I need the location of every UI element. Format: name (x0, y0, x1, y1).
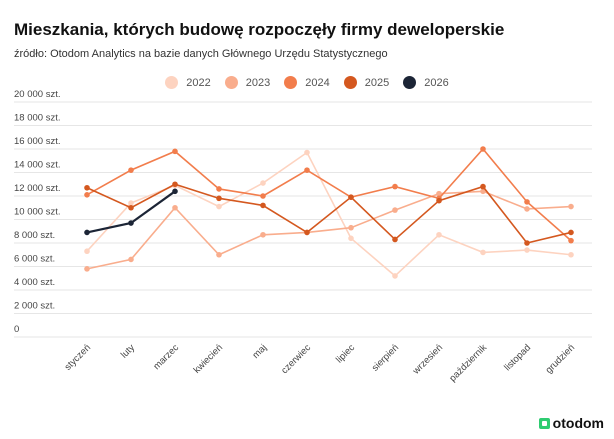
data-point-2023 (172, 204, 178, 211)
data-point-2025 (172, 181, 178, 188)
x-tick-label: lipiec (334, 342, 357, 365)
data-point-2025 (128, 204, 134, 211)
data-point-2026 (84, 229, 90, 236)
y-tick-label: 14 000 szt. (14, 160, 60, 171)
x-tick-label: listopad (502, 342, 533, 373)
data-point-2022 (260, 180, 266, 186)
legend: 2022 2023 2024 2025 2026 (0, 76, 614, 89)
data-point-2023 (392, 207, 398, 213)
data-point-2022 (480, 249, 486, 256)
y-tick-label: 6 000 szt. (14, 254, 55, 265)
data-point-2023 (84, 266, 90, 272)
legend-marker-icon (343, 76, 357, 89)
otodom-logo-icon (538, 417, 550, 429)
data-point-2024 (392, 183, 398, 190)
legend-label: 2022 (186, 76, 211, 89)
x-tick-label: grudzień (544, 342, 578, 376)
line-chart: 0 2 000 szt. 4 000 szt. 6 000 szt. 8 000 szt… (14, 89, 592, 384)
data-point-2025 (480, 183, 486, 190)
data-point-2025 (348, 194, 354, 200)
data-point-2022 (128, 200, 134, 206)
legend-marker-icon (224, 76, 238, 89)
data-point-2026 (172, 188, 178, 195)
data-point-2025 (304, 229, 310, 236)
data-point-2022 (568, 251, 574, 258)
y-tick-label: 16 000 szt. (14, 136, 60, 147)
legend-marker-icon (165, 76, 179, 89)
data-point-2025 (84, 184, 90, 191)
x-tick-label: sierpień (370, 342, 401, 373)
data-point-2025 (260, 202, 266, 209)
data-point-2024 (304, 167, 310, 173)
legend-label: 2025 (364, 76, 390, 89)
data-point-2022 (436, 231, 442, 238)
data-point-2022 (392, 273, 398, 279)
y-tick-label: 8 000 szt. (14, 230, 55, 241)
data-point-2022 (348, 235, 354, 242)
y-tick-label: 12 000 szt. (14, 183, 60, 194)
data-point-2026 (128, 220, 134, 226)
y-tick-label: 2 000 szt. (14, 301, 55, 312)
data-point-2023 (524, 206, 530, 212)
data-point-2025 (524, 240, 530, 246)
data-point-2024 (172, 148, 178, 155)
data-point-2024 (84, 192, 90, 198)
chart-title: Mieszkania, których budowę rozpoczęły fi… (14, 20, 505, 39)
logo-text: otodom (552, 415, 604, 431)
series-line-2024 (86, 147, 572, 242)
x-tick-label: luty (119, 342, 137, 360)
data-point-2025 (436, 197, 442, 204)
series-line-2026 (86, 190, 176, 234)
data-point-2025 (216, 195, 222, 202)
legend-item-2025: 2025 (343, 76, 390, 89)
data-point-2024 (524, 199, 530, 205)
x-tick-label: wrzesień (410, 342, 445, 377)
legend-marker-icon (284, 76, 298, 89)
x-tick-label: styczeń (63, 342, 94, 373)
series-line-2023 (86, 190, 572, 270)
legend-label: 2023 (245, 76, 271, 89)
x-tick-label: październik (447, 342, 489, 384)
data-point-2024 (568, 237, 574, 244)
data-point-2022 (304, 149, 310, 156)
data-point-2023 (436, 190, 442, 197)
data-point-2024 (128, 167, 134, 173)
data-point-2022 (84, 248, 90, 255)
legend-item-2022: 2022 (165, 76, 211, 89)
data-point-2024 (216, 186, 222, 192)
data-point-2022 (216, 203, 222, 210)
data-point-2023 (216, 251, 222, 258)
y-tick-label: 18 000 szt. (14, 113, 60, 124)
legend-marker-icon (403, 76, 417, 89)
y-tick-label: 20 000 szt. (14, 89, 60, 100)
x-tick-label: marzec (151, 342, 181, 372)
x-tick-label: czerwiec (279, 342, 313, 376)
series-line-2025 (86, 183, 572, 244)
data-point-2024 (480, 146, 486, 152)
legend-label: 2024 (305, 76, 330, 89)
x-tick-label: kwiecień (192, 342, 226, 376)
data-point-2025 (392, 236, 398, 243)
data-point-2022 (524, 247, 530, 253)
data-point-2023 (260, 231, 266, 238)
x-tick-label: maj (251, 342, 270, 361)
otodom-logo: otodom (538, 415, 604, 431)
data-point-2024 (260, 193, 266, 199)
y-tick-label: 4 000 szt. (14, 277, 55, 288)
y-tick-label: 10 000 szt. (14, 207, 60, 218)
y-tick-label: 0 (14, 324, 19, 335)
legend-item-2024: 2024 (284, 76, 330, 89)
legend-item-2026: 2026 (403, 76, 449, 89)
data-point-2023 (128, 256, 134, 263)
data-point-2023 (480, 188, 486, 195)
legend-label: 2026 (424, 76, 449, 89)
data-point-2025 (568, 229, 574, 236)
chart-source: źródło: Otodom Analytics na bazie danych… (14, 48, 388, 60)
legend-item-2023: 2023 (224, 76, 271, 89)
data-point-2023 (348, 224, 354, 231)
data-point-2023 (568, 203, 574, 210)
